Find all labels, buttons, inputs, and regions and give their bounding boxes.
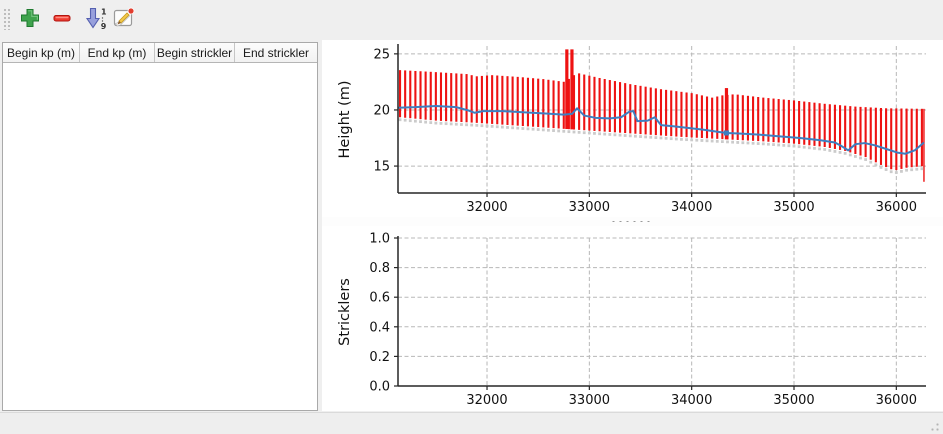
svg-text:15: 15 [373,160,390,175]
svg-text:32000: 32000 [466,393,507,408]
column-header[interactable]: Begin kp (m) [3,43,80,62]
svg-text:34000: 34000 [671,200,712,215]
svg-text:33000: 33000 [569,200,610,215]
figure-panel: 32000 33000 34000 35000 36000 15 20 25 Height (m… [322,40,943,411]
svg-text:25: 25 [373,47,390,62]
svg-text:33000: 33000 [569,393,610,408]
edit-cells-button[interactable] [110,4,138,32]
column-header[interactable]: End strickler [242,45,310,60]
plus-icon [21,9,39,27]
edit-pencil-icon [113,7,135,27]
plot-splitter-handle[interactable] [322,217,943,226]
svg-text:9: 9 [101,22,107,30]
column-header[interactable]: Begin strickler [155,43,235,62]
table-header-row: Begin kp (m) End kp (m) Begin strickler End… [3,43,317,63]
sort-numeric-down-icon: 1 9 [85,8,107,30]
table-body[interactable] [3,63,317,410]
svg-text:0.0: 0.0 [369,380,390,395]
svg-text:0.6: 0.6 [369,291,390,306]
svg-text:1.0: 1.0 [369,232,390,247]
minus-icon [53,15,71,22]
sort-rows-button[interactable]: 1 9 [82,4,110,32]
svg-text:0.4: 0.4 [369,320,390,335]
svg-text:36000: 36000 [876,200,917,215]
svg-text:34000: 34000 [671,393,712,408]
svg-text:1: 1 [101,8,107,17]
remove-row-button[interactable] [48,4,76,32]
svg-text:35000: 35000 [773,200,814,215]
svg-text:20: 20 [373,103,390,118]
resize-grip-icon[interactable] [927,419,940,432]
column-header[interactable]: End kp (m) [80,43,155,62]
svg-text:0.2: 0.2 [369,350,390,365]
svg-text:32000: 32000 [466,200,507,215]
status-bar [0,412,943,434]
svg-text:0.8: 0.8 [369,261,390,276]
stricklers-ylabel: Stricklers [337,278,353,346]
svg-text:36000: 36000 [876,393,917,408]
toolbar: 1 9 [0,0,943,38]
splitter-dots-icon [610,220,650,223]
height-chart-canvas: 32000 33000 34000 35000 36000 15 20 25 Height (m… [337,44,926,215]
toolbar-drag-handle[interactable] [3,8,11,30]
stricklers-chart-canvas: 32000 33000 34000 35000 36000 0.0 0.2 0.4 0.6 0.8… [337,232,926,408]
add-row-button[interactable] [16,4,44,32]
svg-text:35000: 35000 [773,393,814,408]
strickler-table: Begin kp (m) End kp (m) Begin strickler End… [2,42,318,411]
height-profile-ylabel: Height (m) [337,81,353,159]
